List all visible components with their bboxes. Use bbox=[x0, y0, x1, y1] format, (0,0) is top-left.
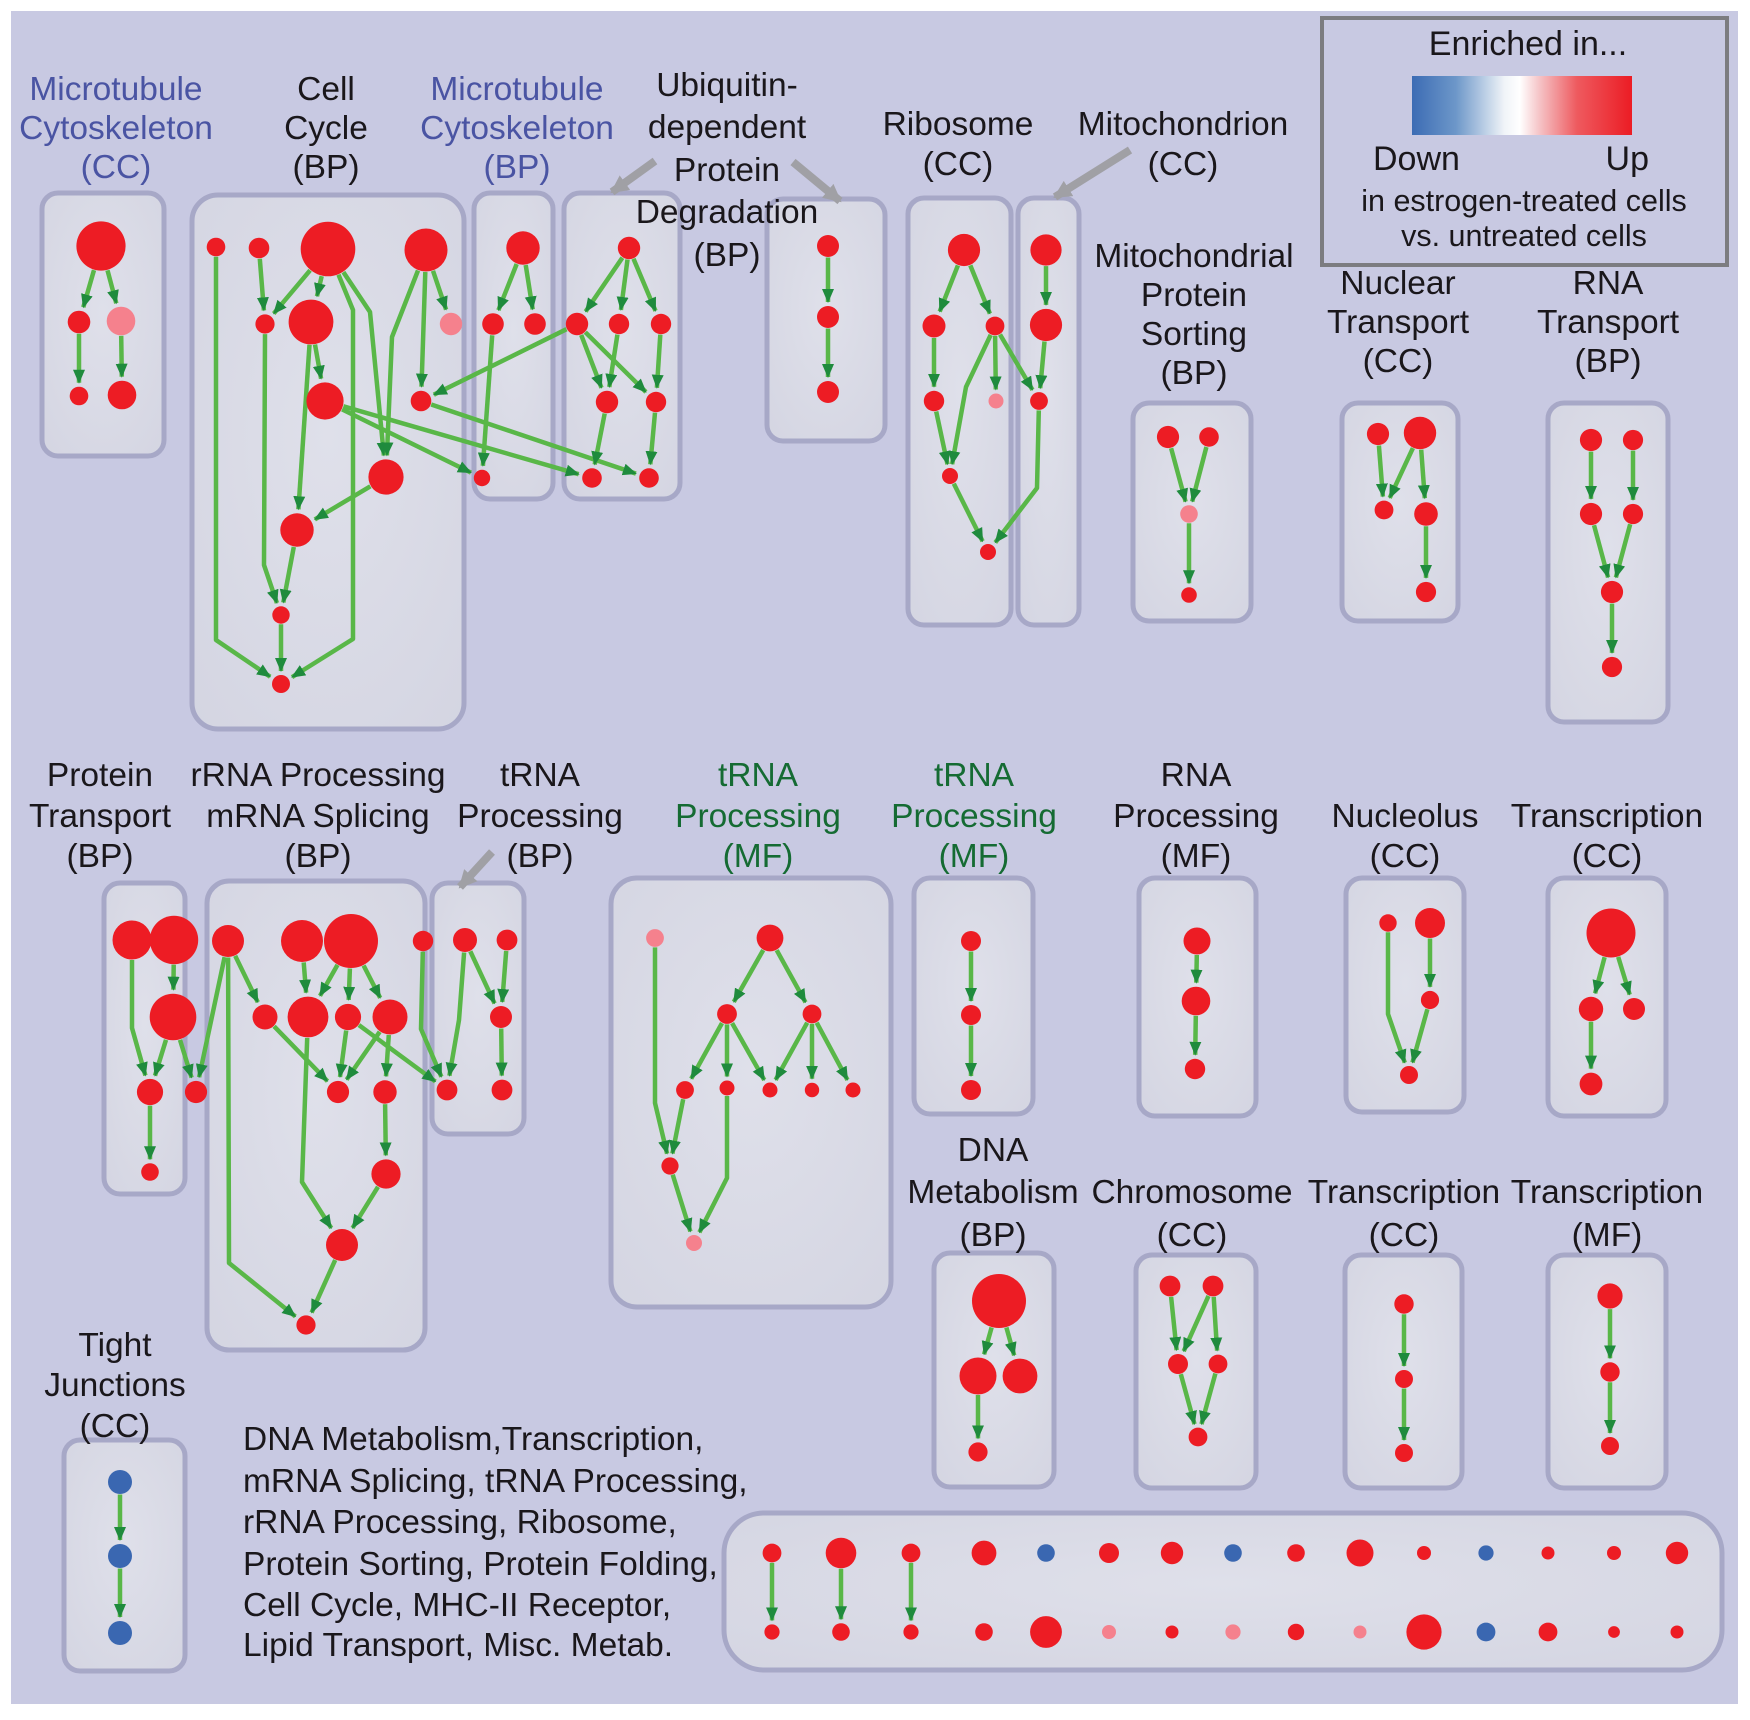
svg-text:Nucleolus: Nucleolus bbox=[1331, 798, 1478, 835]
svg-text:(CC): (CC) bbox=[1148, 146, 1219, 183]
svg-text:tRNA: tRNA bbox=[718, 757, 799, 794]
svg-text:(BP): (BP) bbox=[285, 838, 352, 875]
svg-text:Transport: Transport bbox=[1327, 304, 1470, 341]
svg-text:Metabolism: Metabolism bbox=[907, 1174, 1078, 1211]
svg-text:(BP): (BP) bbox=[293, 149, 360, 186]
svg-text:Transcription: Transcription bbox=[1511, 1174, 1703, 1211]
svg-text:vs. untreated cells: vs. untreated cells bbox=[1401, 219, 1647, 253]
svg-text:dependent: dependent bbox=[648, 109, 807, 146]
svg-text:Lipid Transport, Misc. Metab.: Lipid Transport, Misc. Metab. bbox=[243, 1627, 673, 1664]
svg-text:Processing: Processing bbox=[1113, 798, 1279, 835]
svg-text:Cytoskeleton: Cytoskeleton bbox=[19, 110, 213, 147]
svg-text:(BP): (BP) bbox=[960, 1217, 1027, 1254]
svg-text:Transcription: Transcription bbox=[1308, 1174, 1500, 1211]
svg-text:(BP): (BP) bbox=[1161, 355, 1228, 392]
svg-text:(CC): (CC) bbox=[1363, 343, 1434, 380]
svg-text:Ribosome: Ribosome bbox=[883, 106, 1034, 143]
svg-text:Cell: Cell bbox=[297, 71, 355, 108]
svg-text:Processing: Processing bbox=[675, 798, 841, 835]
svg-text:Protein: Protein bbox=[1141, 277, 1247, 314]
svg-text:mRNA Splicing, tRNA Processing: mRNA Splicing, tRNA Processing, bbox=[243, 1463, 748, 1500]
svg-text:Processing: Processing bbox=[891, 798, 1057, 835]
svg-text:tRNA: tRNA bbox=[500, 757, 581, 794]
svg-text:Sorting: Sorting bbox=[1141, 316, 1247, 353]
svg-text:(CC): (CC) bbox=[1370, 838, 1441, 875]
svg-text:(BP): (BP) bbox=[484, 149, 551, 186]
svg-text:Microtubule: Microtubule bbox=[430, 71, 603, 108]
svg-text:RNA: RNA bbox=[1573, 265, 1644, 302]
svg-text:Junctions: Junctions bbox=[44, 1367, 186, 1404]
svg-text:(BP): (BP) bbox=[507, 838, 574, 875]
svg-text:rRNA Processing: rRNA Processing bbox=[190, 757, 445, 794]
svg-text:(BP): (BP) bbox=[1575, 343, 1642, 380]
svg-text:Protein: Protein bbox=[47, 757, 153, 794]
svg-text:Up: Up bbox=[1606, 140, 1649, 178]
svg-text:Transport: Transport bbox=[1537, 304, 1680, 341]
svg-text:DNA Metabolism,Transcription,: DNA Metabolism,Transcription, bbox=[243, 1421, 703, 1458]
svg-text:Chromosome: Chromosome bbox=[1091, 1174, 1292, 1211]
svg-text:(CC): (CC) bbox=[1369, 1217, 1440, 1254]
svg-text:Cell Cycle, MHC-II Receptor,: Cell Cycle, MHC-II Receptor, bbox=[243, 1587, 671, 1624]
svg-text:(CC): (CC) bbox=[1572, 838, 1643, 875]
svg-text:RNA: RNA bbox=[1161, 757, 1232, 794]
svg-text:Cytoskeleton: Cytoskeleton bbox=[420, 110, 614, 147]
svg-text:(MF): (MF) bbox=[723, 838, 794, 875]
svg-text:Processing: Processing bbox=[457, 798, 623, 835]
svg-text:(CC): (CC) bbox=[923, 146, 994, 183]
svg-text:(MF): (MF) bbox=[1161, 838, 1232, 875]
svg-text:(CC): (CC) bbox=[81, 149, 152, 186]
svg-text:Protein Sorting, Protein Foldi: Protein Sorting, Protein Folding, bbox=[243, 1546, 718, 1583]
svg-text:Protein: Protein bbox=[674, 152, 780, 189]
svg-text:(BP): (BP) bbox=[694, 237, 761, 274]
svg-text:Transcription: Transcription bbox=[1511, 798, 1703, 835]
svg-text:Mitochondrial: Mitochondrial bbox=[1094, 238, 1293, 275]
svg-text:(MF): (MF) bbox=[1572, 1217, 1643, 1254]
svg-text:mRNA Splicing: mRNA Splicing bbox=[206, 798, 429, 835]
svg-text:Mitochondrion: Mitochondrion bbox=[1078, 106, 1288, 143]
svg-text:Down: Down bbox=[1373, 140, 1460, 178]
svg-text:(CC): (CC) bbox=[1157, 1217, 1228, 1254]
svg-text:DNA: DNA bbox=[958, 1132, 1029, 1169]
svg-text:in estrogen-treated cells: in estrogen-treated cells bbox=[1361, 184, 1687, 218]
svg-text:Cycle: Cycle bbox=[284, 110, 368, 147]
svg-text:Nuclear: Nuclear bbox=[1340, 265, 1455, 302]
svg-text:(CC): (CC) bbox=[80, 1408, 151, 1445]
svg-text:Enriched in...: Enriched in... bbox=[1429, 25, 1627, 63]
svg-text:(BP): (BP) bbox=[67, 838, 134, 875]
svg-text:Degradation: Degradation bbox=[636, 194, 819, 231]
svg-text:Microtubule: Microtubule bbox=[29, 71, 202, 108]
svg-text:Transport: Transport bbox=[29, 798, 172, 835]
svg-text:Tight: Tight bbox=[78, 1327, 152, 1364]
svg-text:(MF): (MF) bbox=[939, 838, 1010, 875]
svg-text:rRNA Processing, Ribosome,: rRNA Processing, Ribosome, bbox=[243, 1504, 677, 1541]
svg-text:Ubiquitin-: Ubiquitin- bbox=[656, 67, 798, 104]
svg-text:tRNA: tRNA bbox=[934, 757, 1015, 794]
